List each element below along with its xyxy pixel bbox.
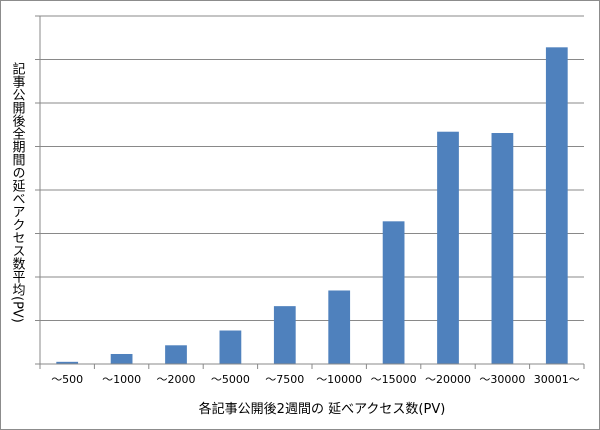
bar-7: [382, 221, 405, 364]
bar-10: [545, 47, 568, 364]
x-tick-label: 〜7500: [265, 373, 304, 386]
x-tick-label: 〜15000: [371, 373, 417, 386]
bar-4: [219, 330, 242, 364]
bar-2: [110, 353, 133, 364]
axes: [35, 15, 585, 369]
bar-5: [273, 306, 296, 364]
x-tick-label: 〜2000: [157, 373, 196, 386]
x-tick-label: 〜1000: [102, 373, 141, 386]
y-axis-title: 記事公開後全期間の延べアクセス数平均(PV): [10, 61, 26, 322]
bar-3: [165, 345, 187, 364]
bar-6: [328, 290, 351, 364]
x-tick-label: 30001〜: [534, 373, 580, 386]
bars: [56, 47, 568, 364]
x-tick-label: 〜500: [51, 373, 83, 386]
x-tick-label: 〜10000: [316, 373, 362, 386]
x-tick-label: 〜5000: [211, 373, 250, 386]
x-tick-labels: 〜500 〜1000 〜2000 〜5000 〜7500 〜10000 〜15000 〜200…: [51, 373, 580, 386]
x-tick-label: 〜20000: [425, 373, 471, 386]
x-axis-title: 各記事公開後2週間の 延べアクセス数(PV): [199, 401, 446, 417]
bar-9: [491, 133, 514, 364]
bar-8: [437, 131, 459, 364]
bar-1: [56, 361, 79, 364]
x-tick-label: 〜30000: [479, 373, 525, 386]
